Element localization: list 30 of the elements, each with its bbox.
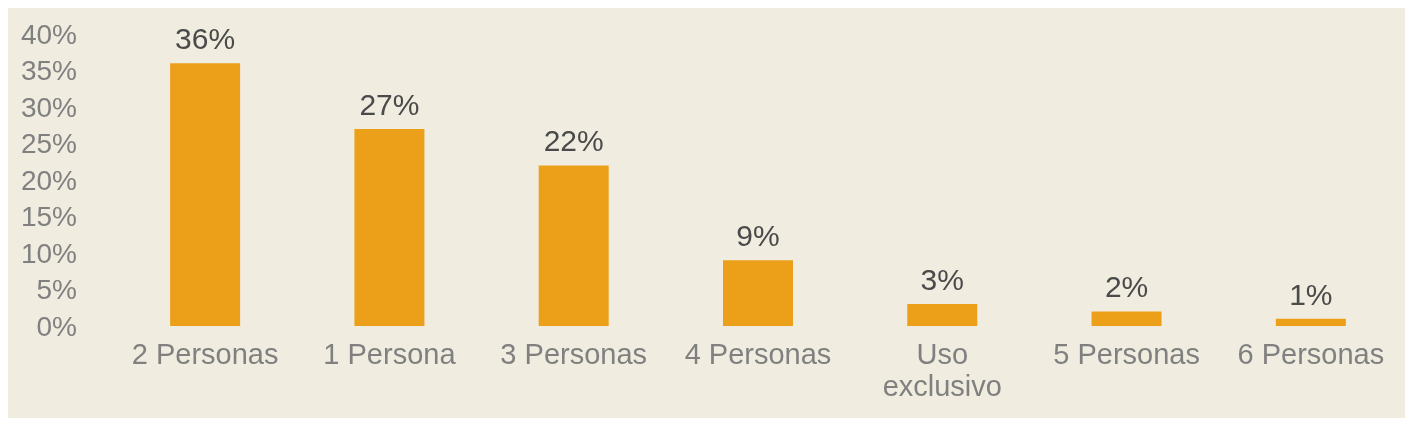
data-label: 1% [1289,277,1333,311]
x-tick-label: Uso exclusivo [882,338,1002,402]
x-tick-label: 5 Personas [1053,338,1200,370]
data-label: 2% [1104,270,1149,304]
y-tick-label: 15% [20,201,77,233]
bar [354,128,425,326]
data-label: 22% [543,124,604,158]
x-tick-label: 6 Personas [1237,338,1385,370]
bar [1091,311,1162,326]
x-tick-label: 4 Personas [684,338,832,370]
bar [538,165,609,326]
y-tick-label: 40% [20,18,77,50]
y-tick-label: 25% [20,128,77,160]
bar [170,63,241,326]
data-label: 27% [359,87,420,121]
y-tick-label: 35% [20,55,77,87]
data-label: 3% [920,263,964,297]
x-tick-label: 3 Personas [500,338,648,370]
bar [1275,318,1346,326]
y-tick-label: 0% [36,310,77,342]
bar [907,304,978,326]
bar [722,260,793,326]
x-tick-label: 1 Persona [323,338,457,370]
data-label: 9% [736,219,780,253]
data-label: 36% [175,22,236,56]
y-tick-label: 10% [20,237,77,269]
y-tick-label: 20% [20,164,77,196]
y-tick-label: 30% [20,91,77,123]
x-tick-label: 2 Personas [131,338,279,370]
y-tick-label: 5% [36,274,77,306]
